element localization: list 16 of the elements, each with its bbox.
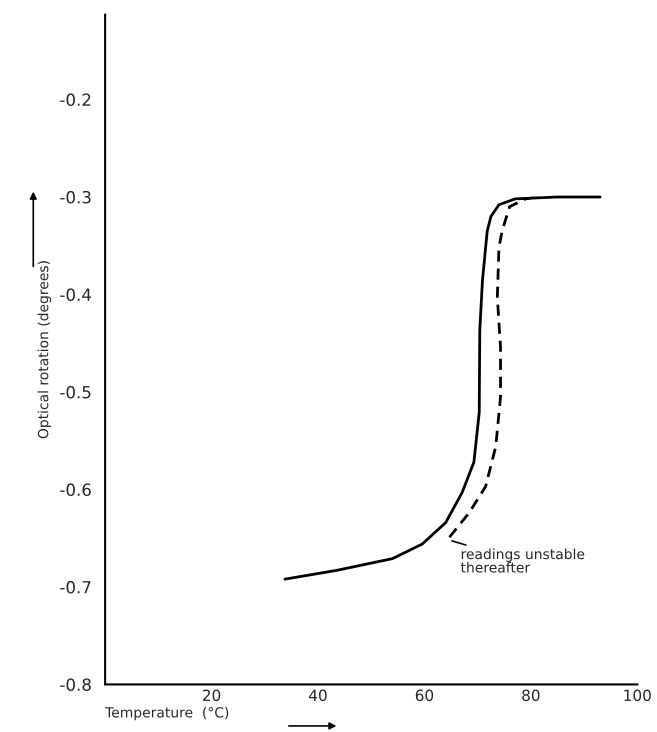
x-tick-label: 40 [309, 690, 327, 702]
y-tick-label: -0.4 [60, 288, 91, 302]
x-axis-title: Temperature (°C) [105, 706, 228, 720]
y-tick-label: -0.2 [60, 93, 90, 106]
y-tick-label: -0.8 [60, 678, 91, 691]
line-series [284, 196, 602, 581]
x-tick-label: 60 [416, 690, 434, 702]
x-tick-label: 20 [202, 690, 220, 702]
y-tick-label: -0.5 [60, 386, 90, 399]
x-tick-label: 100 [624, 690, 651, 702]
annotation: readings unstable thereafter [460, 548, 584, 573]
y-axis-title: Optical rotation (degrees) [38, 261, 52, 438]
y-tick-label: -0.7 [60, 580, 91, 594]
x-tick-label: 80 [522, 690, 540, 702]
y-tick-label: -0.6 [60, 483, 91, 496]
y-tick-label: -0.3 [60, 190, 91, 204]
